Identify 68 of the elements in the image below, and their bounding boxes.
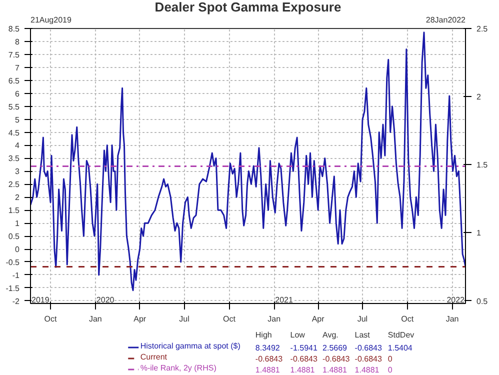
x-tick-label: Oct [44, 314, 58, 324]
y-tick-label: -1.5 [6, 284, 20, 293]
y-tick-label: 1.5 [8, 206, 20, 216]
y-tick-label: 6 [15, 89, 20, 98]
text: High [255, 330, 272, 340]
text: 1.4881 [322, 366, 348, 374]
y-tick-label: 4.5 [8, 128, 20, 138]
x-tick-label: Jul [357, 314, 368, 324]
text: Low [290, 330, 306, 340]
legend-label: Historical gamma at spot ($) [140, 342, 241, 350]
text: -0.6843 [322, 354, 350, 364]
y-tick-label: 3.5 [8, 154, 20, 164]
y-tick-label: 7 [15, 63, 20, 72]
text: 1.4881 [290, 366, 316, 374]
y-tick-label: 5.5 [8, 102, 20, 112]
y-tick-label: -2 [12, 296, 20, 306]
x-tick-label: Apr [134, 314, 146, 324]
text: StdDev [388, 330, 414, 340]
y-tick-label: 8 [15, 37, 20, 46]
y-tick-label: 4 [15, 141, 20, 150]
y-tick-label: 1 [15, 219, 20, 228]
annotation: 2021 [275, 296, 294, 304]
text: 8.3492 [255, 344, 280, 352]
text: -1.5941 [290, 344, 318, 352]
text: -0.6843 [354, 354, 382, 364]
x-tick-label: Oct [222, 314, 236, 324]
text: 0 [388, 366, 393, 374]
annotation: 2022 [446, 296, 466, 304]
text: 28Jan2022 [426, 16, 466, 24]
text: 2.5669 [322, 344, 348, 352]
y-tick-label: 8.5 [8, 24, 20, 34]
y-tick-label: 7.5 [8, 50, 20, 60]
text: Avg. [322, 330, 338, 340]
text: 1.4881 [354, 366, 380, 374]
y-tick-label: 0.5 [8, 232, 20, 242]
y-tick-label: 5 [15, 115, 20, 124]
x-tick-label: Jan [446, 314, 459, 324]
y-tick-label: 3 [15, 167, 20, 176]
y2-tick-label: 1.5 [476, 160, 488, 170]
x-tick-label: Jan [268, 314, 281, 324]
text: 1.4881 [255, 366, 280, 374]
annotation: 2020 [96, 296, 115, 304]
y-tick-label: -1 [12, 270, 20, 280]
y-tick-label: -0.5 [6, 258, 20, 267]
x-tick-label: Oct [401, 314, 414, 324]
y-tick-label: 2.5 [8, 180, 20, 190]
text: -0.6843 [290, 354, 318, 364]
text: Last [354, 330, 371, 340]
line-series [30, 32, 466, 292]
y2-tick-label: 0.5 [476, 296, 488, 306]
text: 21Aug2019 [30, 16, 72, 24]
text: -0.6843 [255, 354, 284, 364]
legend-label: Current [140, 352, 168, 362]
legend-label: %-ile Rank, 2y (RHS) [140, 364, 217, 372]
chart-title: Dealer Spot Gamma Exposure [154, 0, 342, 14]
x-tick-label: Jan [88, 314, 102, 324]
y2-tick-label: 2 [476, 92, 482, 102]
text: -0.6843 [354, 344, 382, 352]
annotation: 2019 [32, 296, 50, 304]
y-tick-label: 2 [15, 193, 20, 202]
y2-tick-label: 1 [476, 228, 482, 238]
text: 0 [388, 354, 393, 364]
x-tick-label: Apr [312, 314, 325, 324]
y2-tick-label: 2.5 [476, 24, 488, 34]
y-tick-label: 6.5 [8, 76, 20, 86]
y-tick-label: 0 [15, 245, 20, 254]
text: 1.5404 [388, 344, 413, 352]
x-tick-label: Jul [179, 314, 190, 324]
